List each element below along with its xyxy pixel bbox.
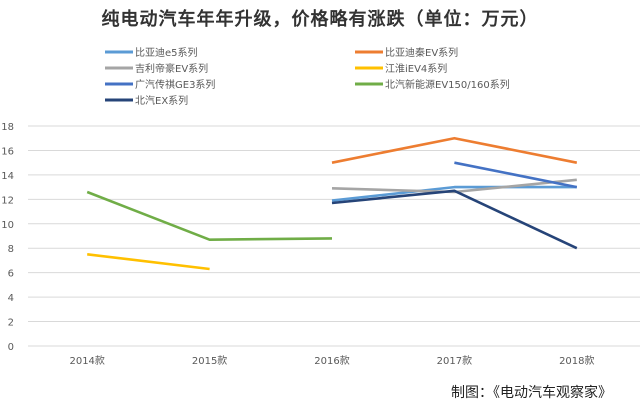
legend-label: 北汽新能源EV150/160系列: [385, 78, 510, 91]
y-tick-label: 0: [8, 342, 14, 353]
legend-label: 比亚迪秦EV系列: [385, 46, 458, 59]
legend-label: 江淮iEV4系列: [385, 62, 447, 75]
y-tick-label: 6: [8, 269, 14, 280]
x-tick-label: 2015款: [192, 354, 227, 367]
x-tick-label: 2017款: [437, 354, 472, 367]
y-tick-label: 8: [8, 244, 14, 255]
legend-label: 广汽传祺GE3系列: [135, 78, 215, 91]
x-tick-label: 2018款: [559, 354, 594, 367]
legend-label: 比亚迪e5系列: [135, 46, 198, 59]
chart-title: 纯电动汽车年年升级，价格略有涨跌（单位：万元）: [101, 9, 539, 30]
series-line: [86, 190, 333, 241]
series-line: [331, 185, 577, 202]
x-tick-label: 2016款: [314, 354, 349, 367]
y-tick-label: 10: [1, 220, 14, 231]
series-line: [454, 161, 578, 189]
y-tick-label: 16: [1, 146, 14, 157]
chart-credit: 制图：《电动汽车观察家》: [451, 385, 612, 401]
x-tick-label: 2014款: [69, 354, 104, 367]
y-tick-label: 12: [1, 195, 14, 206]
y-tick-label: 18: [1, 122, 14, 133]
y-tick-label: 2: [8, 318, 14, 329]
legend-label: 吉利帝豪EV系列: [135, 62, 208, 75]
series-line: [87, 253, 210, 271]
y-tick-label: 14: [1, 171, 14, 182]
legend-label: 北汽EX系列: [135, 94, 188, 107]
y-tick-label: 4: [8, 293, 14, 304]
series-line: [331, 136, 578, 164]
series-line: [331, 189, 578, 250]
